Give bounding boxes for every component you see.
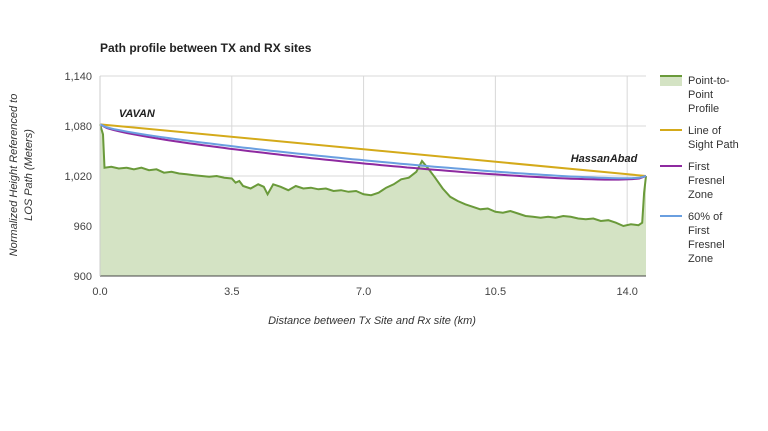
y-axis-title-line-1: Normalized Height Referenced to [8,94,20,257]
legend-label: Profile [688,103,719,115]
line-of-sight-line [99,123,647,177]
y-tick-label: 1,140 [64,71,92,83]
profile-line [99,124,647,228]
site-annotation: HassanAbad [571,153,638,165]
y-tick-label: 960 [74,221,92,233]
legend-label: 60% of [688,211,723,223]
axes: 900 960 1,020 1,080 1,140 0.0 3.5 7.0 10.5 14.0 [64,71,646,298]
series-lines [99,123,647,181]
fresnel-60pct-line [99,123,647,180]
legend-label: Point-to- [688,75,730,87]
chart-title: Path profile between TX and RX sites [100,41,312,55]
y-axis-title-line-2: LOS Path (Meters) [23,129,35,221]
legend: Point-to- Point Profile Line of Sight Path Fi… [660,75,739,265]
y-tick-label: 1,080 [64,121,92,133]
legend-label: Line of [688,125,722,137]
y-tick-label: 1,020 [64,171,92,183]
profile-area [99,124,647,276]
legend-label: First [688,161,709,173]
annotations: VAVAN HassanAbad [119,108,638,165]
y-axis-title: Normalized Height Referenced to LOS Path… [8,94,35,257]
profile-area-fill [100,124,646,276]
legend-label: Fresnel [688,239,725,251]
x-tick-label: 14.0 [616,286,637,298]
legend-label: First [688,225,709,237]
legend-label: Zone [688,253,713,265]
first-fresnel-zone-line [99,123,647,181]
y-tick-label: 900 [74,271,92,283]
x-axis-title: Distance between Tx Site and Rx site (km… [268,315,476,327]
x-tick-label: 10.5 [485,286,506,298]
x-tick-label: 7.0 [356,286,371,298]
x-tick-label: 3.5 [224,286,239,298]
legend-label: Sight Path [688,139,739,151]
legend-swatch-area [660,76,682,86]
x-tick-label: 0.0 [92,286,107,298]
legend-label: Zone [688,189,713,201]
site-annotation: VAVAN [119,108,156,120]
legend-label: Fresnel [688,175,725,187]
legend-label: Point [688,89,713,101]
